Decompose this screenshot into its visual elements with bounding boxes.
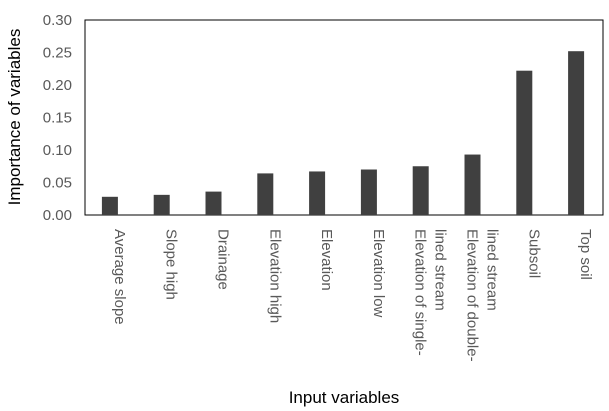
y-tick-label: 0.30 bbox=[43, 12, 72, 29]
x-tick-label: Drainage bbox=[215, 229, 232, 290]
x-tick-label: Average slope bbox=[111, 229, 128, 325]
x-axis-title: Input variables bbox=[289, 388, 400, 407]
x-tick-label: Subsoil bbox=[525, 229, 542, 278]
x-tick-label-line: Slope high bbox=[163, 229, 180, 300]
bar bbox=[464, 154, 481, 215]
x-tick-label: Elevation bbox=[318, 229, 335, 291]
y-tick-label: 0.10 bbox=[43, 142, 72, 159]
x-axis-ticks: Average slope Slope high Drainage Elevation… bbox=[111, 229, 594, 362]
bar bbox=[412, 166, 429, 215]
x-tick-label: Elevation high bbox=[266, 229, 283, 323]
x-tick-label-line: Elevation of single- bbox=[412, 229, 429, 356]
bar bbox=[516, 70, 533, 215]
y-tick-label: 0.15 bbox=[43, 110, 72, 127]
x-tick-label: Elevation low bbox=[370, 229, 387, 318]
x-tick-label-line: Elevation of double- bbox=[464, 229, 481, 362]
bar bbox=[205, 191, 222, 215]
x-tick-label: Top soil bbox=[577, 229, 594, 280]
bar bbox=[257, 173, 274, 215]
x-tick-label: Elevation of double-lined stream bbox=[464, 229, 501, 362]
x-tick-label: Slope high bbox=[163, 229, 180, 300]
y-tick-label: 0.05 bbox=[43, 175, 72, 192]
bar bbox=[360, 169, 377, 215]
bar bbox=[153, 194, 170, 215]
y-axis-title: Importance of variables bbox=[5, 29, 24, 206]
x-tick-label-line: Average slope bbox=[111, 229, 128, 325]
y-tick-label: 0.00 bbox=[43, 207, 72, 224]
y-axis-ticks: 0.00 0.05 0.10 0.15 0.20 0.25 0.30 bbox=[43, 12, 72, 224]
x-tick-label-line: Subsoil bbox=[525, 229, 542, 278]
x-tick-label-line: lined stream bbox=[484, 229, 501, 311]
x-tick-label-line: Elevation low bbox=[370, 229, 387, 318]
bars bbox=[101, 51, 585, 216]
x-tick-label-line: lined stream bbox=[432, 229, 449, 311]
bar bbox=[309, 171, 326, 215]
bar bbox=[101, 196, 118, 215]
x-tick-label: Elevation of single-lined stream bbox=[412, 229, 449, 356]
bar bbox=[568, 51, 585, 216]
x-tick-label-line: Elevation bbox=[318, 229, 335, 291]
x-tick-label-line: Elevation high bbox=[266, 229, 283, 323]
x-tick-label-line: Drainage bbox=[215, 229, 232, 290]
y-tick-label: 0.20 bbox=[43, 77, 72, 94]
x-tick-label-line: Top soil bbox=[577, 229, 594, 280]
y-tick-label: 0.25 bbox=[43, 45, 72, 62]
